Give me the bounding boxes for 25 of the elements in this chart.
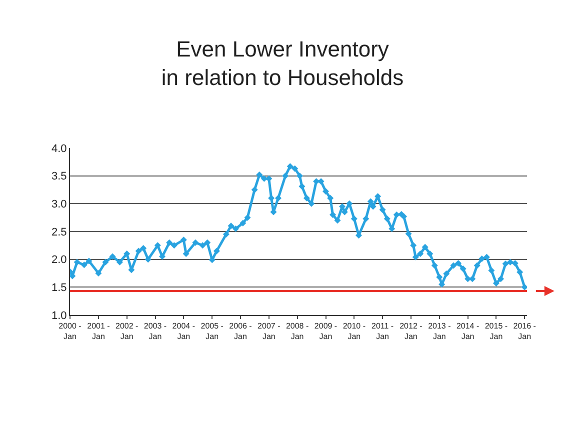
y-tick-label: 2.0	[52, 254, 67, 266]
x-tick-label: 2002 - Jan	[116, 322, 139, 341]
x-tick-label: 2016 - Jan	[513, 322, 536, 341]
x-tick-label: 2006 - Jan	[229, 322, 252, 341]
y-tick-label: 1.0	[52, 310, 67, 322]
x-tick-label: 2008 - Jan	[286, 322, 309, 341]
x-tick-label: 2009 - Jan	[314, 322, 338, 341]
x-tick-label: 2014 - Jan	[456, 322, 480, 341]
x-tick-label: 2001 - Jan	[87, 322, 110, 341]
y-tick-label: 2.5	[52, 226, 67, 238]
x-tick-label: 2013 - Jan	[428, 322, 452, 341]
x-tick-label: 2004 - Jan	[172, 322, 196, 341]
x-tick-label: 2015 - Jan	[484, 322, 508, 341]
y-tick-label: 1.5	[52, 282, 67, 294]
y-tick-label: 3.5	[52, 170, 67, 183]
x-tick-label: 2007 - Jan	[258, 322, 281, 341]
x-tick-label: 2011 - Jan	[372, 322, 394, 341]
x-tick-label: 2005 - Jan	[200, 322, 224, 341]
y-tick-label: 4.0	[52, 142, 67, 155]
x-tick-label: 2010 - Jan	[342, 322, 366, 341]
chart-title: Even Lower Inventory in relation to Households	[161, 36, 404, 90]
x-tick-label: 2003 - Jan	[144, 322, 167, 341]
x-tick-label: 2000 - Jan	[58, 322, 82, 341]
x-tick-label: 2012 - Jan	[400, 322, 423, 341]
y-tick-label: 3.0	[52, 198, 67, 211]
